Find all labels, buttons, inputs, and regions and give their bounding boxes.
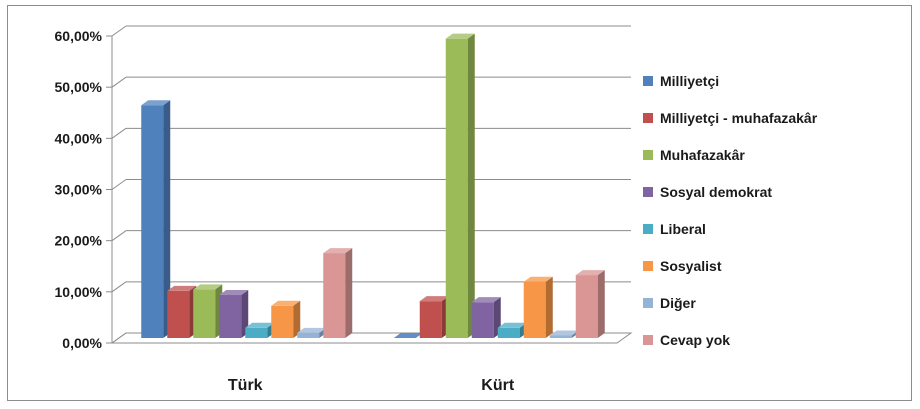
- bar: [167, 285, 197, 338]
- legend-swatch: [643, 113, 653, 123]
- bar-top: [393, 333, 423, 338]
- y-tick-label: 60,00%: [55, 28, 103, 44]
- bar-side: [293, 300, 301, 338]
- legend-swatch: [643, 224, 653, 234]
- bar-side: [163, 100, 171, 338]
- legend-item: Sosyalist: [643, 258, 722, 274]
- bar-front: [271, 305, 294, 338]
- bar-top: [471, 297, 501, 303]
- bar-side: [345, 248, 353, 338]
- bar: [497, 322, 527, 338]
- bar-front: [297, 332, 320, 338]
- chart-frame: 0,00% 10,00% 20,00% 30,00% 40,00% 50,00% 60,00…: [7, 5, 912, 401]
- legend-item: Sosyal demokrat: [643, 184, 772, 200]
- bar-front: [523, 281, 546, 338]
- bar: [271, 300, 301, 338]
- bar-top: [245, 322, 275, 328]
- bar-top: [297, 327, 327, 333]
- legend-label: Milliyetçi - muhafazakâr: [660, 110, 818, 126]
- legend-swatch: [643, 150, 653, 160]
- bar-top: [323, 248, 353, 254]
- legend-item: Liberal: [643, 221, 706, 237]
- bar-side: [545, 276, 553, 338]
- gridline-side: [111, 127, 127, 139]
- bar: [419, 296, 449, 338]
- legend-swatch: [643, 298, 653, 308]
- bar: [323, 248, 353, 338]
- bar-front: [245, 327, 268, 338]
- bar-front: [193, 289, 216, 338]
- bar: [575, 270, 605, 338]
- bar: [245, 322, 275, 338]
- legend-item: Diğer: [643, 295, 696, 311]
- gridline-side: [111, 281, 127, 293]
- gridline-side: [111, 179, 127, 190]
- bar-top: [497, 322, 527, 328]
- bar-front: [219, 295, 242, 338]
- bar-top: [219, 290, 249, 296]
- y-tick-label: 50,00%: [55, 79, 103, 95]
- legend-item: Muhafazakâr: [643, 147, 745, 163]
- bar-top: [523, 276, 553, 282]
- bar-top: [141, 100, 171, 106]
- bar-front: [167, 290, 190, 338]
- bar: [445, 33, 475, 339]
- bar: [193, 284, 223, 338]
- bar: [219, 290, 249, 338]
- bar-front: [497, 327, 520, 338]
- bar-top: [575, 270, 605, 276]
- bar-top: [419, 296, 449, 302]
- bar-top: [271, 300, 301, 306]
- legend-swatch: [643, 187, 653, 197]
- category-label: Kürt: [481, 377, 515, 394]
- bar: [523, 276, 553, 338]
- bar-side: [467, 33, 475, 339]
- category-labels: Türk Kürt: [228, 377, 515, 394]
- y-tick-label: 20,00%: [55, 233, 103, 249]
- y-tick-label: 10,00%: [55, 284, 103, 300]
- axis-layer: 0,00% 10,00% 20,00% 30,00% 40,00% 50,00% 60,00…: [55, 28, 113, 351]
- category-label: Türk: [228, 377, 263, 394]
- y-tick-label: 40,00%: [55, 130, 103, 146]
- bar: [141, 100, 171, 338]
- y-tick-label: 30,00%: [55, 182, 103, 198]
- bar: [393, 333, 423, 338]
- legend-label: Muhafazakâr: [660, 147, 745, 163]
- gridline-side: [111, 230, 127, 242]
- legend-label: Diğer: [660, 295, 696, 311]
- gridline-side: [111, 25, 127, 37]
- bar-front: [323, 253, 346, 338]
- bar-front: [445, 38, 468, 339]
- bar: [471, 297, 501, 338]
- bar-side: [241, 290, 249, 338]
- y-tick-label: 0,00%: [62, 335, 102, 351]
- legend-swatch: [643, 76, 653, 86]
- bar-top: [445, 33, 475, 39]
- legend-label: Sosyalist: [660, 258, 722, 274]
- bar-front: [141, 105, 164, 338]
- legend-label: Milliyetçi: [660, 73, 719, 89]
- legend-label: Liberal: [660, 221, 706, 237]
- bar-top: [167, 285, 197, 291]
- chart-svg: 0,00% 10,00% 20,00% 30,00% 40,00% 50,00% 60,00…: [55, 25, 818, 394]
- bar-front: [575, 275, 598, 338]
- legend-item: Cevap yok: [643, 332, 730, 348]
- legend-label: Sosyal demokrat: [660, 184, 772, 200]
- legend-item: Milliyetçi - muhafazakâr: [643, 110, 818, 126]
- bar-front: [419, 301, 442, 338]
- legend-item: Milliyetçi: [643, 73, 719, 89]
- bar-side: [597, 270, 605, 338]
- bar-front: [471, 302, 494, 338]
- bar-top: [193, 284, 223, 290]
- legend-swatch: [643, 335, 653, 345]
- bar-front: [549, 335, 572, 338]
- gridline-side: [111, 332, 127, 344]
- legend: Milliyetçi Milliyetçi - muhafazakâr Muhafa…: [643, 73, 818, 348]
- bar-top: [549, 330, 579, 336]
- legend-swatch: [643, 261, 653, 271]
- legend-label: Cevap yok: [660, 332, 730, 348]
- gridline-side: [111, 76, 127, 88]
- bars-layer: [141, 33, 605, 339]
